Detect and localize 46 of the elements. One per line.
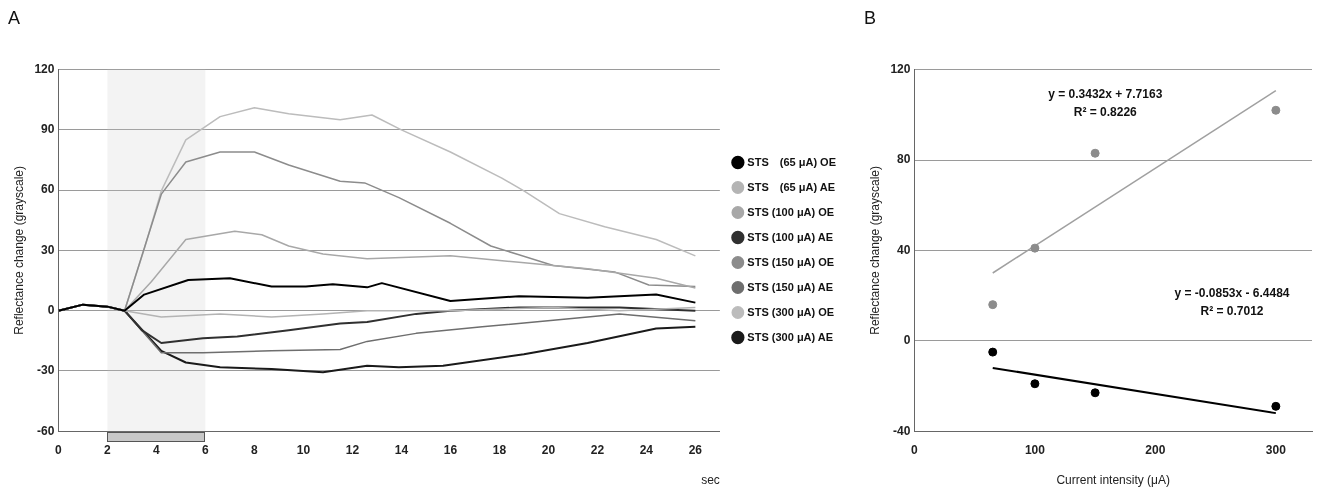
y-tick-label: -60 bbox=[37, 423, 55, 438]
x-tick-label: 18 bbox=[492, 442, 507, 457]
y-tick-label: -40 bbox=[893, 423, 911, 438]
x-axis-title: sec bbox=[701, 473, 720, 488]
y-axis-title: Reflectance change (grayscale) bbox=[11, 166, 26, 335]
y-tick-label: 120 bbox=[890, 61, 911, 76]
y-tick-label: 80 bbox=[897, 152, 911, 167]
x-tick-label: 26 bbox=[688, 442, 703, 457]
x-tick-label: 16 bbox=[443, 442, 458, 457]
chart-title: A bbox=[8, 7, 21, 28]
x-tick-label: 22 bbox=[590, 442, 605, 457]
annotation: R² = 0.7012 bbox=[1200, 304, 1264, 319]
y-tick-label: 0 bbox=[47, 302, 55, 317]
legend-label: STS (300 μA) AE bbox=[747, 330, 834, 343]
x-tick-label: 12 bbox=[345, 442, 360, 457]
x-tick-label: 300 bbox=[1265, 442, 1287, 457]
chart-title: B bbox=[864, 7, 877, 28]
x-tick-label: 4 bbox=[153, 442, 161, 457]
annotation: R² = 0.8226 bbox=[1073, 105, 1138, 120]
legend-label: STS (150 μA) OE bbox=[747, 255, 835, 268]
legend-label: STS (65 μA) AE bbox=[747, 180, 835, 193]
x-tick-label: 6 bbox=[202, 442, 210, 457]
legend-label: STS (150 μA) AE bbox=[747, 280, 834, 293]
y-tick-label: 40 bbox=[897, 242, 911, 257]
annotation: y = 0.3432x + 7.7163 bbox=[1048, 87, 1163, 102]
x-tick-label: 200 bbox=[1145, 442, 1166, 457]
y-tick-label: 0 bbox=[903, 333, 911, 348]
legend-label: STS (100 μA) AE bbox=[747, 230, 834, 243]
y-tick-label: -30 bbox=[37, 363, 55, 378]
x-tick-label: 24 bbox=[639, 442, 654, 457]
y-tick-label: 90 bbox=[41, 122, 55, 137]
legend-label: STS (300 μA) OE bbox=[747, 305, 835, 318]
y-tick-label: 60 bbox=[41, 182, 55, 197]
y-axis-title: Reflectance change (grayscale) bbox=[867, 166, 882, 335]
x-tick-label: 14 bbox=[394, 442, 409, 457]
x-axis-title: Current intensity (μA) bbox=[1056, 473, 1171, 488]
legend-label: STS (100 μA) OE bbox=[747, 205, 835, 218]
x-tick-label: 2 bbox=[104, 442, 112, 457]
legend-label: STS (65 μA) OE bbox=[747, 155, 837, 168]
y-tick-label: 30 bbox=[41, 242, 55, 257]
x-tick-label: 100 bbox=[1024, 442, 1046, 457]
x-tick-label: 20 bbox=[541, 442, 556, 457]
y-tick-label: 120 bbox=[34, 61, 55, 76]
x-tick-label: 10 bbox=[296, 442, 311, 457]
x-tick-label: 8 bbox=[251, 442, 259, 457]
annotation: y = -0.0853x - 6.4484 bbox=[1174, 286, 1290, 301]
